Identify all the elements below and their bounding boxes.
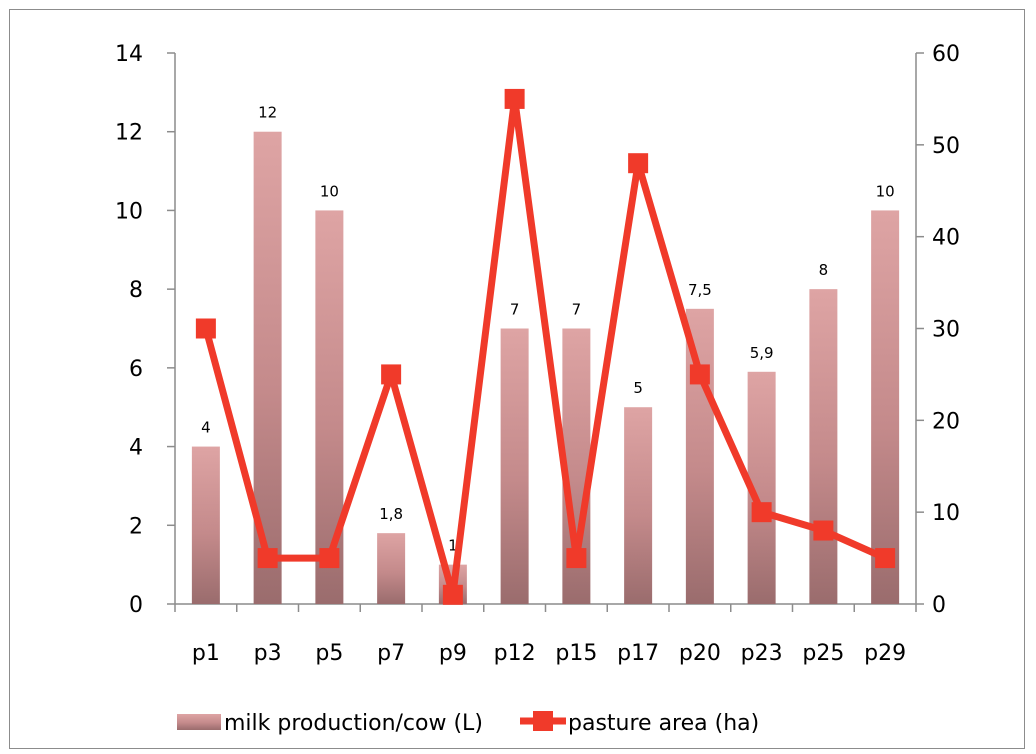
pasture-marker-p9	[442, 584, 463, 605]
pasture-marker-p5	[319, 548, 340, 569]
pasture-marker-p29	[875, 548, 896, 569]
bars-group	[191, 131, 900, 604]
legend-swatch-milk	[177, 714, 221, 730]
pasture-marker-p15	[566, 548, 587, 569]
y-left-tick-label: 12	[115, 121, 143, 146]
bar-p1	[191, 446, 220, 604]
bar-data-label: 10	[320, 182, 339, 200]
legend-label-pasture: pasture area (ha)	[568, 711, 759, 736]
bar-p20	[685, 308, 714, 604]
legend: milk production/cow (L) pasture area (ha…	[177, 711, 759, 736]
y-left-tick-label: 14	[115, 42, 143, 67]
bar-data-label: 5,9	[750, 344, 774, 362]
y-right-tick-label: 60	[932, 42, 960, 67]
x-tick-label: p1	[192, 641, 220, 666]
bar-data-label: 7	[510, 301, 520, 319]
y-left-tick-label: 8	[129, 278, 143, 303]
x-tick-label: p3	[254, 641, 282, 666]
y-left-tick-label: 4	[129, 436, 143, 461]
x-tick-label: p9	[439, 641, 467, 666]
bar-data-label: 8	[819, 261, 829, 279]
pasture-marker-p3	[257, 548, 278, 569]
bar-data-label: 1,8	[379, 505, 403, 523]
legend-label-milk: milk production/cow (L)	[224, 711, 483, 736]
y-right-tick-label: 40	[932, 226, 960, 251]
y-left-tick-label: 0	[129, 593, 143, 618]
pasture-area-line	[202, 95, 887, 599]
x-tick-label: p17	[617, 641, 659, 666]
legend-swatch-pasture-marker	[533, 711, 553, 731]
line-series-group	[195, 88, 896, 605]
pasture-marker-p7	[381, 364, 402, 385]
x-tick-label: p12	[494, 641, 536, 666]
pasture-marker-p1	[195, 318, 216, 339]
bar-data-label: 1	[448, 537, 458, 555]
y-left-tick-label: 10	[115, 199, 143, 224]
bar-p25	[809, 289, 838, 604]
pasture-marker-p20	[689, 364, 710, 385]
y-right-tick-label: 10	[932, 501, 960, 526]
x-tick-label: p5	[315, 641, 343, 666]
bar-p29	[871, 210, 900, 604]
x-tick-label: p7	[377, 641, 405, 666]
bar-p7	[377, 533, 406, 604]
bar-data-label: 7,5	[688, 281, 712, 299]
x-tick-label: p29	[864, 641, 906, 666]
x-tick-label: p15	[555, 641, 597, 666]
bar-p12	[500, 328, 529, 604]
y-right-tick-label: 30	[932, 318, 960, 343]
bar-data-label: 7	[572, 301, 582, 319]
bar-p5	[315, 210, 344, 604]
pasture-marker-p12	[504, 88, 525, 109]
y-right-tick-label: 0	[932, 593, 946, 618]
pasture-marker-p25	[813, 520, 834, 541]
bar-data-label: 5	[633, 379, 643, 397]
bar-p17	[624, 407, 653, 604]
bar-data-label: 10	[876, 182, 895, 200]
y-right-tick-label: 20	[932, 409, 960, 434]
pasture-marker-p17	[628, 153, 649, 174]
x-tick-label: p23	[741, 641, 783, 666]
bar-data-label: 12	[258, 104, 277, 122]
y-left-tick-label: 6	[129, 357, 143, 382]
pasture-marker-p23	[751, 502, 772, 523]
y-right-tick-label: 50	[932, 134, 960, 159]
x-tick-label: p25	[802, 641, 844, 666]
x-tick-label: p20	[679, 641, 721, 666]
y-left-tick-label: 2	[129, 514, 143, 539]
bar-labels-group: 4 12 10 1,8 1 7 7 5 7,5 5,9 8 10	[201, 104, 895, 555]
bar-data-label: 4	[201, 419, 211, 437]
